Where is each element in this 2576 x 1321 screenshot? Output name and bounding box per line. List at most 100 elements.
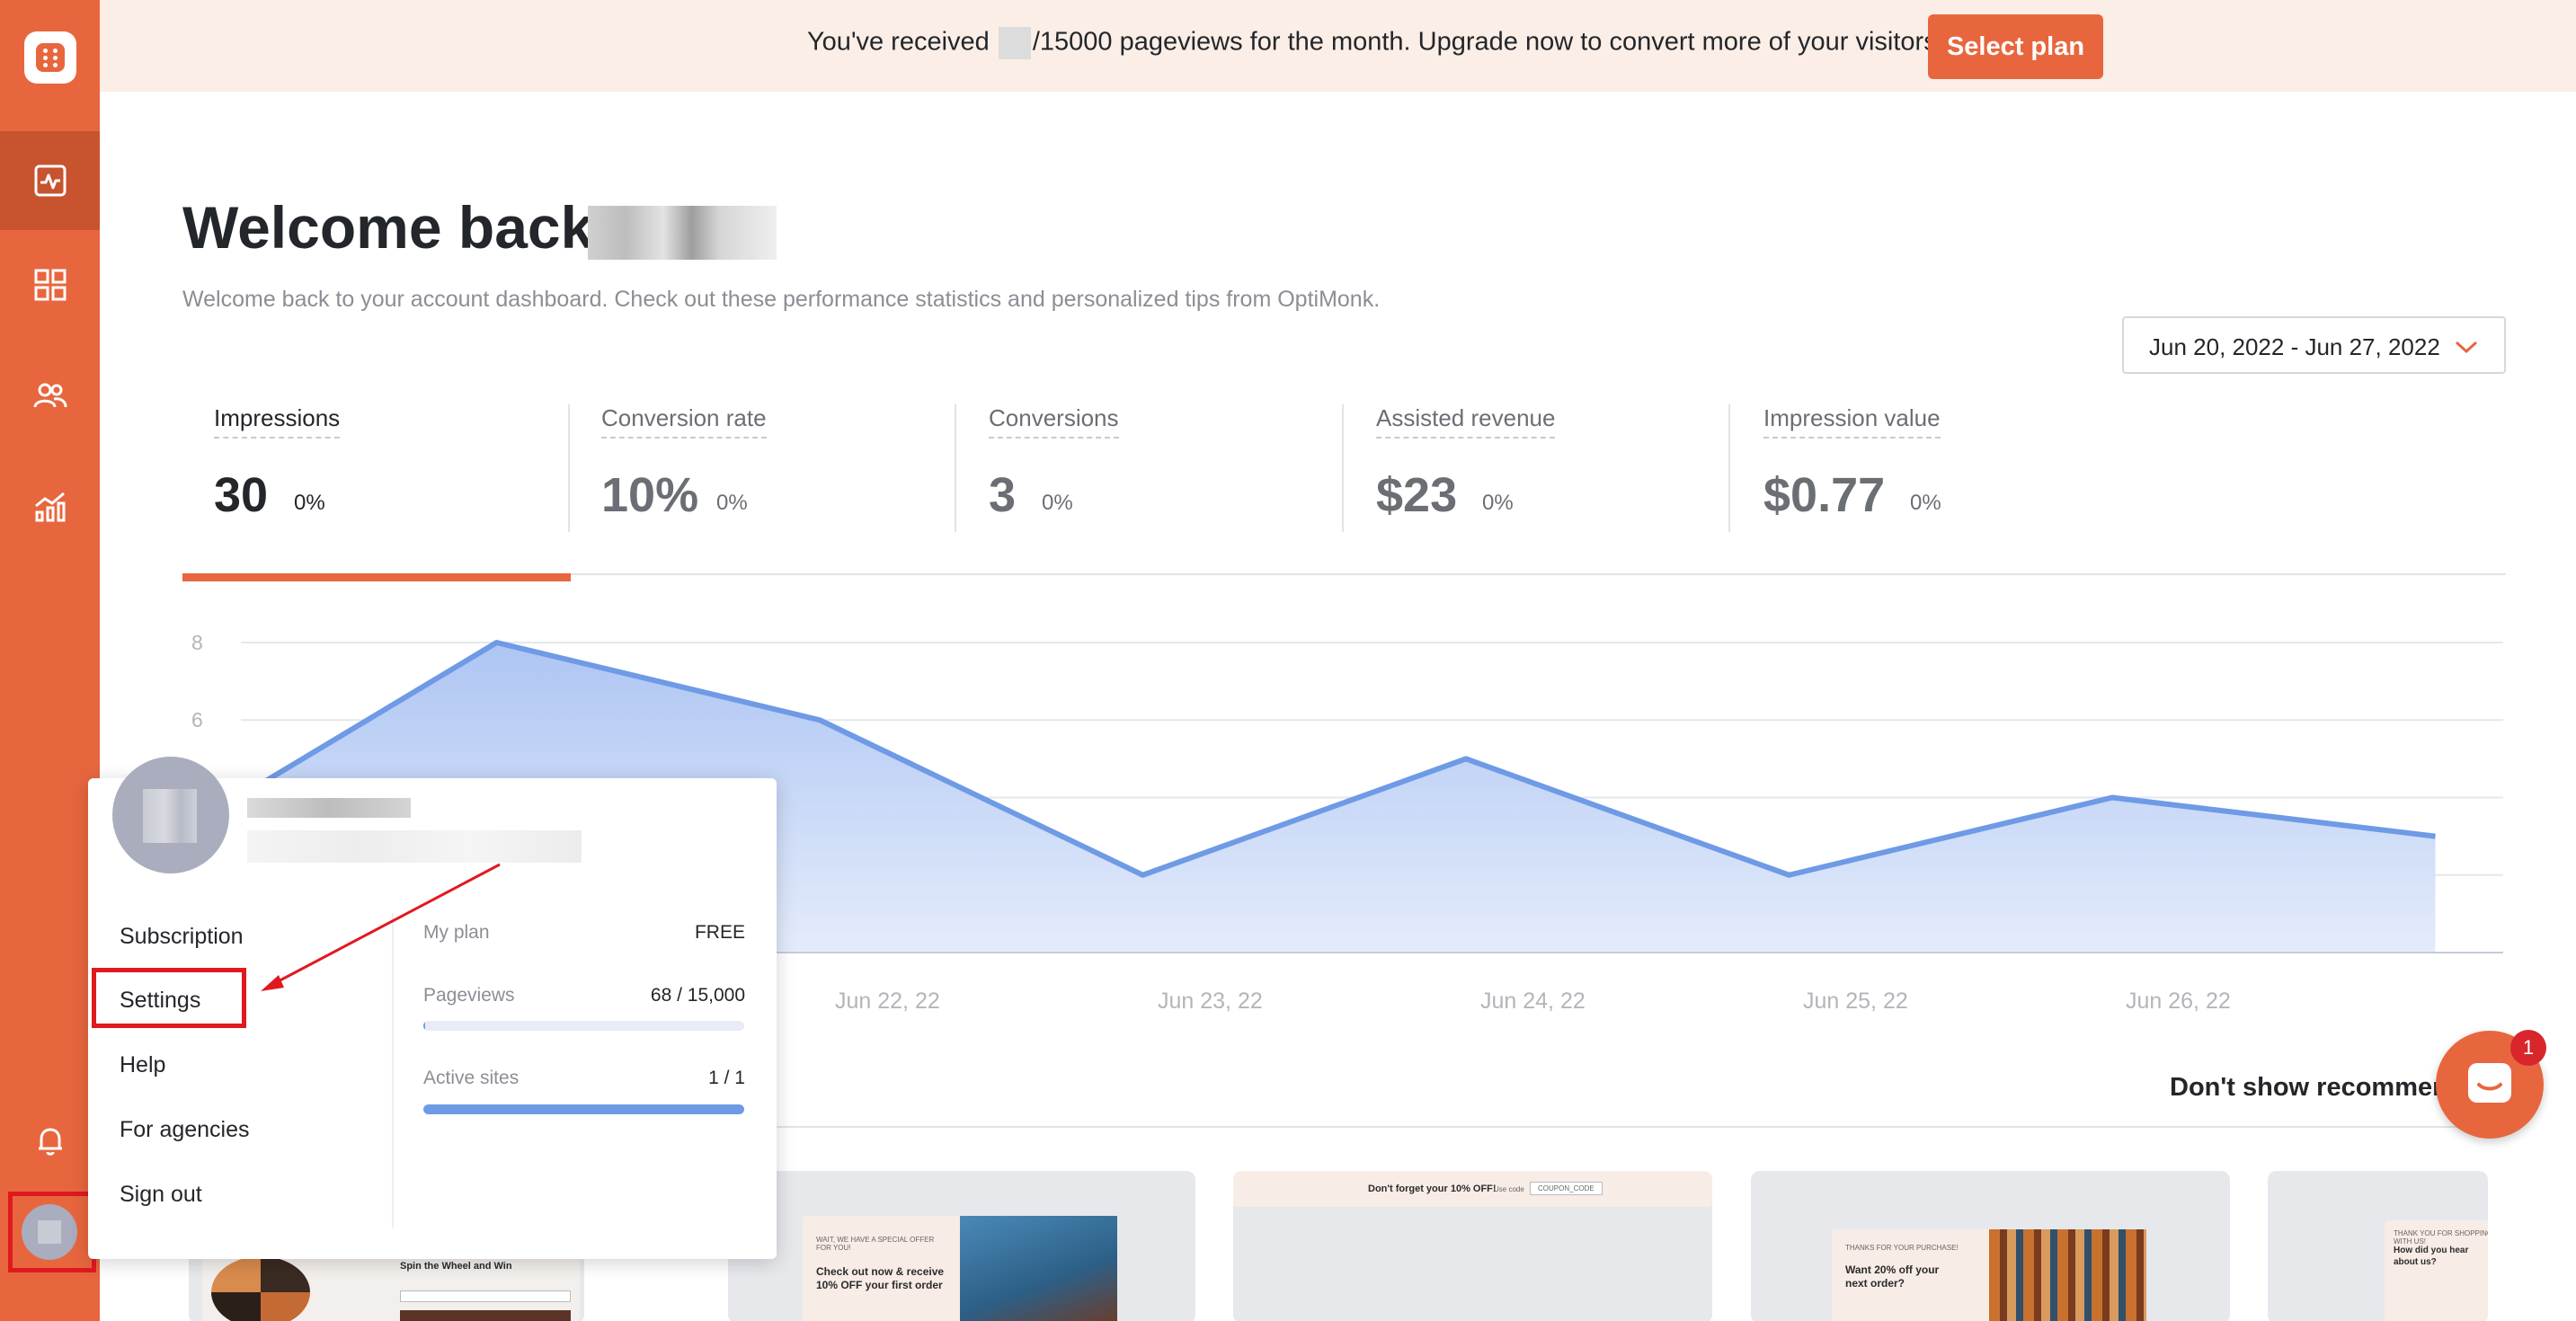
metric-divider xyxy=(955,404,956,532)
metric-impressions[interactable]: Impressions 30 0% xyxy=(214,404,555,532)
recommendation-card[interactable]: THANK YOU FOR SHOPPING WITH US! How did … xyxy=(2268,1171,2488,1321)
avatar-image xyxy=(143,789,197,843)
grid-icon xyxy=(34,269,66,301)
dropdown-divider xyxy=(392,913,394,1228)
recommendation-card[interactable]: WAIT, WE HAVE A SPECIAL OFFER FOR YOU! C… xyxy=(728,1171,1195,1321)
page-subtitle: Welcome back to your account dashboard. … xyxy=(182,287,1381,312)
redacted-profile-name xyxy=(247,798,411,818)
optimonk-logo[interactable] xyxy=(24,31,76,84)
nav-subscribers[interactable] xyxy=(0,346,100,445)
nav-campaigns[interactable] xyxy=(0,235,100,334)
recommendation-card[interactable]: THANKS FOR YOUR PURCHASE! Want 20% off y… xyxy=(1751,1171,2230,1321)
redacted-profile-email xyxy=(247,830,582,863)
metric-assisted-revenue[interactable]: Assisted revenue $23 0% xyxy=(1376,404,1718,532)
metric-delta: 0% xyxy=(716,491,748,515)
card-headline: How did you hear about us? xyxy=(2394,1246,2469,1267)
metric-conversions[interactable]: Conversions 3 0% xyxy=(989,404,1330,532)
metric-delta: 0% xyxy=(1482,491,1514,515)
banner-text-prefix: You've received xyxy=(807,27,997,57)
profile-dropdown: Subscription Settings Help For agencies … xyxy=(88,757,777,1259)
pageviews-progress xyxy=(423,1021,744,1031)
chat-icon xyxy=(2468,1063,2511,1103)
banner-text-suffix: /15000 pageviews for the month. Upgrade … xyxy=(1032,27,1944,57)
settings-highlight-box xyxy=(92,968,246,1028)
date-range-picker[interactable]: Jun 20, 2022 - Jun 27, 2022 xyxy=(2122,316,2506,374)
pageviews-value: 68 / 15,000 xyxy=(650,985,745,1006)
x-tick-label: Jun 26, 22 xyxy=(2126,989,2231,1014)
profile-avatar xyxy=(112,757,229,873)
metric-divider xyxy=(568,404,570,532)
active-sites-progress-fill xyxy=(423,1104,744,1114)
card-preview: WAIT, WE HAVE A SPECIAL OFFER FOR YOU! C… xyxy=(803,1216,1117,1321)
user-avatar-button[interactable] xyxy=(22,1204,77,1260)
x-tick-label: Jun 22, 22 xyxy=(835,989,940,1014)
chart-area-fill xyxy=(241,643,2436,953)
banner-message: You've received /15000 pageviews for the… xyxy=(807,27,1944,59)
card-kicker: THANK YOU FOR SHOPPING WITH US! xyxy=(2394,1229,2488,1246)
metric-active-indicator xyxy=(182,573,571,581)
y-tick-label: 6 xyxy=(191,708,203,731)
card-headline: Check out now & receive 10% OFF your fir… xyxy=(816,1265,945,1291)
menu-item-help[interactable]: Help xyxy=(120,1052,166,1077)
metric-delta: 0% xyxy=(1910,491,1941,515)
metric-conversion-rate[interactable]: Conversion rate 10% 0% xyxy=(601,404,943,532)
logo-icon xyxy=(36,43,65,72)
recommendation-card[interactable]: Don't forget your 10% OFF! Use code COUP… xyxy=(1233,1171,1712,1321)
nav-dashboard[interactable] xyxy=(0,131,100,230)
card-kicker: THANKS FOR YOUR PURCHASE! xyxy=(1845,1244,1959,1252)
plan-label: My plan xyxy=(423,922,490,943)
pageviews-label: Pageviews xyxy=(423,985,515,1006)
card-coupon-code: COUPON_CODE xyxy=(1530,1182,1603,1195)
menu-item-subscription[interactable]: Subscription xyxy=(120,924,244,949)
card-headline: Spin the Wheel and Win xyxy=(400,1261,512,1272)
metric-label: Conversions xyxy=(989,404,1119,439)
metric-impression-value[interactable]: Impression value $0.77 0% xyxy=(1763,404,2105,532)
redacted-username xyxy=(588,206,777,260)
metrics-divider xyxy=(182,573,2506,575)
card-headline: Don't forget your 10% OFF! xyxy=(1368,1184,1497,1194)
menu-item-sign-out[interactable]: Sign out xyxy=(120,1182,202,1207)
activity-icon xyxy=(34,164,66,197)
active-sites-progress xyxy=(423,1104,744,1114)
pageviews-progress-fill xyxy=(423,1021,425,1031)
date-range-value: Jun 20, 2022 - Jun 27, 2022 xyxy=(2149,333,2440,360)
metric-label: Conversion rate xyxy=(601,404,767,439)
x-tick-label: Jun 23, 22 xyxy=(1158,989,1263,1014)
menu-item-settings[interactable]: Settings xyxy=(120,988,201,1013)
metric-delta: 0% xyxy=(1042,491,1073,515)
card-model-image xyxy=(960,1216,1117,1321)
y-tick-label: 8 xyxy=(191,631,203,654)
card-clothes-image xyxy=(1989,1229,2146,1321)
metric-value: $23 xyxy=(1376,468,1458,522)
menu-item-for-agencies[interactable]: For agencies xyxy=(120,1117,250,1142)
nav-analytics[interactable] xyxy=(0,457,100,555)
metric-label: Impressions xyxy=(214,404,341,439)
chevron-down-icon xyxy=(2455,341,2478,354)
card-preview: THANKS FOR YOUR PURCHASE! Want 20% off y… xyxy=(1832,1229,2146,1321)
chart-series-line xyxy=(241,640,2436,878)
page-title: Welcome back, xyxy=(182,194,610,261)
active-sites-label: Active sites xyxy=(423,1068,520,1088)
avatar-highlight-box xyxy=(8,1192,96,1272)
x-tick-label: Jun 24, 22 xyxy=(1480,989,1586,1014)
redacted-count xyxy=(998,27,1031,59)
metric-label: Assisted revenue xyxy=(1376,404,1556,439)
card-preview: THANK YOU FOR SHOPPING WITH US! How did … xyxy=(2385,1220,2488,1321)
avatar-image xyxy=(38,1220,61,1244)
recommendations-divider xyxy=(182,1126,2506,1128)
users-icon xyxy=(33,383,67,408)
metric-value: 30 xyxy=(214,468,269,522)
x-tick-label: Jun 25, 22 xyxy=(1803,989,1908,1014)
analytics-icon xyxy=(34,492,65,522)
active-sites-value: 1 / 1 xyxy=(708,1068,745,1088)
bell-icon xyxy=(38,1128,62,1156)
card-headline: Want 20% off your next order? xyxy=(1845,1263,1940,1290)
select-plan-button[interactable]: Select plan xyxy=(1928,14,2103,79)
nav-notifications[interactable] xyxy=(0,1092,100,1191)
card-kicker: WAIT, WE HAVE A SPECIAL OFFER FOR YOU! xyxy=(816,1236,935,1252)
metric-divider xyxy=(1728,404,1730,532)
metric-delta: 0% xyxy=(294,491,325,515)
metric-value: $0.77 xyxy=(1763,468,1886,522)
dont-show-recommendations-link[interactable]: Don't show recommend xyxy=(2170,1073,2465,1102)
